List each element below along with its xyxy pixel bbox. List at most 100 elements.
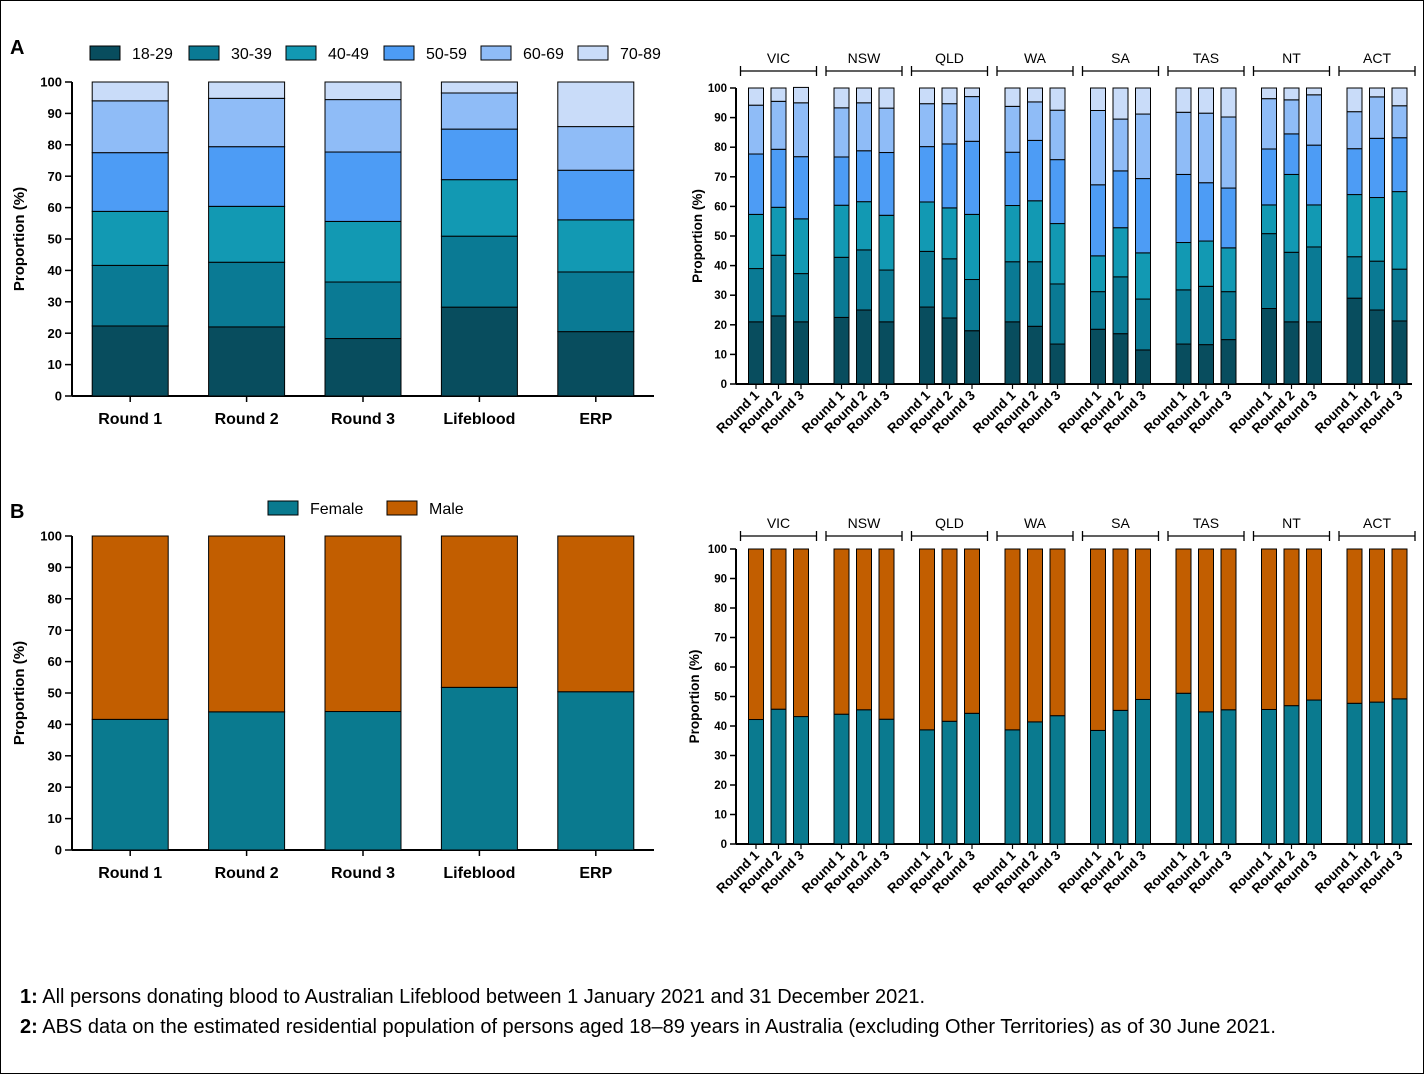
age-state-bar-segment (1090, 87, 1106, 111)
age-state-bar-segment (1369, 137, 1385, 199)
age-legend-swatch (285, 45, 317, 61)
age-overall-bar-segment (208, 97, 286, 148)
age-state-bar-segment (1090, 109, 1106, 186)
age-state-bar-segment (1346, 297, 1363, 385)
age-state-bar-segment (1027, 261, 1043, 327)
sex-state-bar-segment (1027, 721, 1043, 845)
age-state-bar-segment (1391, 191, 1408, 270)
sex-state-bar-segment (748, 719, 764, 845)
sex-overall-y-tick-label: 70 (48, 623, 62, 638)
sex-overall-y-tick-label: 60 (48, 654, 62, 669)
age-overall-bar-segment (557, 271, 635, 333)
age-state-bar-segment (878, 214, 895, 271)
sex-state-bar-segment (1090, 729, 1106, 845)
sex-state-bar-segment (1090, 548, 1106, 731)
sex-state-bar-segment (770, 708, 787, 845)
sex-overall-x-tick-label: Lifeblood (443, 865, 515, 882)
age-state-bar-segment (1175, 343, 1192, 385)
footnote-2: 2: ABS data on the estimated residential… (20, 1012, 1410, 1042)
age-state-bar-segment (748, 213, 764, 270)
age-state-bar-segment (1135, 349, 1151, 385)
sex-state-group-label: TAS (1193, 515, 1219, 531)
age-state-bar-segment (748, 268, 764, 323)
age-overall-y-tick-label: 100 (40, 75, 62, 90)
sex-state-y-tick-label: 10 (714, 810, 727, 822)
age-state-bar-segment (1391, 137, 1408, 193)
footnote-2-text: ABS data on the estimated residential po… (37, 1016, 1276, 1038)
age-state-bar-segment (1049, 283, 1066, 345)
sex-state-bar-segment (1346, 548, 1363, 704)
age-legend-swatch (577, 45, 609, 61)
sex-state-bar-segment (964, 548, 980, 714)
sex-overall-bar-segment (208, 711, 286, 851)
age-state-bar-segment (919, 87, 935, 105)
age-state-bar-segment (1220, 187, 1237, 249)
age-state-bar-segment (1369, 260, 1385, 311)
age-state-bar-segment (793, 156, 809, 220)
sex-state-bar-segment (1135, 548, 1151, 700)
sex-state-bar-segment (1391, 698, 1408, 845)
age-state-bar-segment (833, 316, 850, 385)
age-state-bar-segment (1391, 320, 1408, 385)
sex-state-y-tick-label: 90 (714, 574, 727, 586)
sex-overall-y-tick-label: 30 (48, 748, 62, 763)
sex-state-bar-segment (941, 548, 958, 722)
sex-overall-bar-segment (91, 718, 169, 851)
age-legend-swatch (188, 45, 220, 61)
age-state-bar-segment (1306, 87, 1322, 96)
age-state-y-tick-label: 80 (714, 142, 727, 154)
age-state-bar-segment (919, 103, 935, 148)
sex-state-bar-segment (793, 548, 809, 718)
age-state-y-tick-label: 30 (714, 290, 727, 302)
age-state-bar-segment (1283, 87, 1300, 101)
sex-state-bar-segment (1369, 701, 1385, 845)
sex-legend-label: Male (429, 501, 464, 518)
age-state-bar-segment (1220, 339, 1237, 385)
age-state-bar-segment (1198, 87, 1214, 114)
age-state-bar-segment (1135, 298, 1151, 351)
age-state-bar-segment (1049, 109, 1066, 161)
age-state-y-tick-label: 90 (714, 113, 727, 125)
age-state-bar-segment (1261, 98, 1277, 150)
age-state-bar-segment (1261, 308, 1277, 385)
sex-state-group-label: VIC (767, 515, 790, 531)
age-state-bar-segment (964, 330, 980, 385)
sex-state-bar-segment (919, 548, 935, 731)
age-overall-x-tick-label: Round 1 (98, 411, 162, 428)
footnotes: 1: All persons donating blood to Austral… (20, 982, 1410, 1042)
age-state-bar-segment (1346, 111, 1363, 150)
sex-state-y-tick-label: 40 (714, 721, 727, 733)
sex-overall-bar-segment (557, 535, 635, 693)
age-overall-y-tick-label: 30 (48, 294, 62, 309)
sex-state-bar-segment (878, 718, 895, 845)
sex-state-y-tick-label: 70 (714, 633, 727, 645)
age-state-bar-segment (1220, 291, 1237, 341)
age-state-group-label: TAS (1193, 50, 1219, 66)
age-state-bar-segment (1027, 200, 1043, 263)
age-overall-y-tick-label: 20 (48, 326, 62, 341)
age-state-bar-segment (856, 249, 872, 311)
sex-state-bar-segment (1175, 692, 1192, 845)
age-state-bar-segment (770, 206, 787, 256)
age-state-bar-segment (1306, 144, 1322, 206)
sex-state-y-tick-label: 80 (714, 603, 727, 615)
age-legend-label: 60-69 (523, 46, 564, 63)
age-state-bar-segment (1198, 344, 1214, 385)
age-state-y-tick-label: 70 (714, 172, 727, 184)
sex-state-bar-segment (1135, 698, 1151, 845)
age-state-bar-segment (833, 87, 850, 109)
sex-overall-y-tick-label: 20 (48, 780, 62, 795)
sex-overall-x-tick-label: Round 3 (331, 865, 395, 882)
sex-overall-bar-segment (324, 711, 402, 851)
age-state-bar-segment (1283, 321, 1300, 385)
sex-state-y-tick-label: 60 (714, 662, 727, 674)
age-overall-y-tick-label: 80 (48, 137, 62, 152)
sex-state-bar-segment (1175, 548, 1192, 694)
age-state-bar-segment (1004, 105, 1021, 153)
sex-state-y-tick-label: 100 (708, 544, 727, 556)
age-state-bar-segment (1391, 268, 1408, 322)
age-state-bar-segment (1369, 309, 1385, 385)
age-overall-bar-segment (557, 331, 635, 397)
